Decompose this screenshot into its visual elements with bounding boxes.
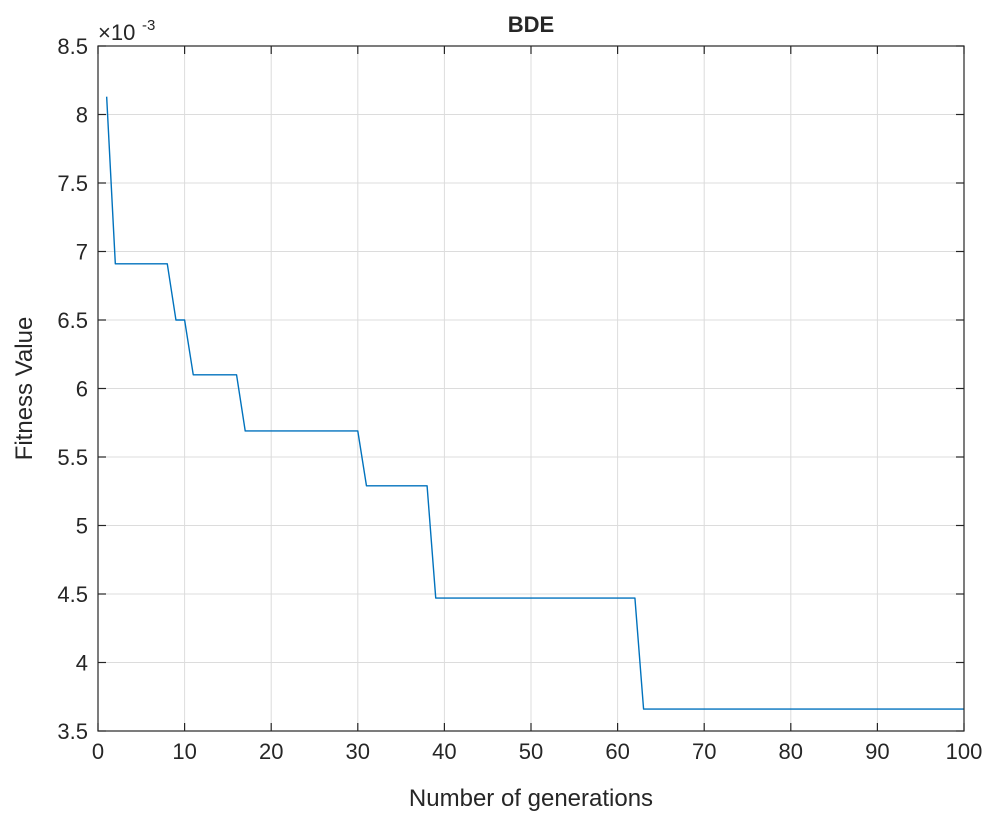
x-tick-label: 50 (519, 739, 543, 764)
y-tick-label: 7.5 (57, 171, 88, 196)
x-tick-label: 0 (92, 739, 104, 764)
y-tick-label: 6.5 (57, 308, 88, 333)
y-tick-labels: 3.5 4 4.5 5 5.5 6 6.5 7 7.5 8 8.5 (57, 34, 88, 744)
y-axis-label: Fitness Value (11, 317, 38, 461)
x-tick-label: 10 (172, 739, 196, 764)
y-tick-label: 4.5 (57, 582, 88, 607)
x-axis-label: Number of generations (409, 785, 653, 812)
series-line (105, 96, 964, 710)
y-tick-label: 4 (76, 651, 88, 676)
y-tick-label: 6 (76, 377, 88, 402)
x-tick-labels: 0 10 20 30 40 50 60 70 80 90 100 (92, 739, 982, 764)
x-tick-label: 100 (946, 739, 983, 764)
ticks (97, 45, 965, 732)
y-tick-label: 7 (76, 240, 88, 265)
x-tick-label: 90 (865, 739, 889, 764)
x-tick-label: 30 (346, 739, 370, 764)
y-exponent: ×10 -3 (98, 17, 155, 45)
grid (98, 46, 964, 731)
x-tick-label: 70 (692, 739, 716, 764)
y-tick-label: 3.5 (57, 719, 88, 744)
y-tick-label: 5.5 (57, 445, 88, 470)
chart-title: BDE (508, 12, 554, 37)
y-exponent-power: -3 (142, 17, 155, 34)
y-exponent-base: ×10 (98, 20, 135, 45)
x-tick-label: 80 (779, 739, 803, 764)
y-tick-label: 5 (76, 514, 88, 539)
y-tick-label: 8.5 (57, 34, 88, 59)
x-tick-label: 60 (605, 739, 629, 764)
x-tick-label: 40 (432, 739, 456, 764)
x-tick-label: 20 (259, 739, 283, 764)
plot-area (105, 96, 964, 710)
y-tick-label: 8 (76, 103, 88, 128)
